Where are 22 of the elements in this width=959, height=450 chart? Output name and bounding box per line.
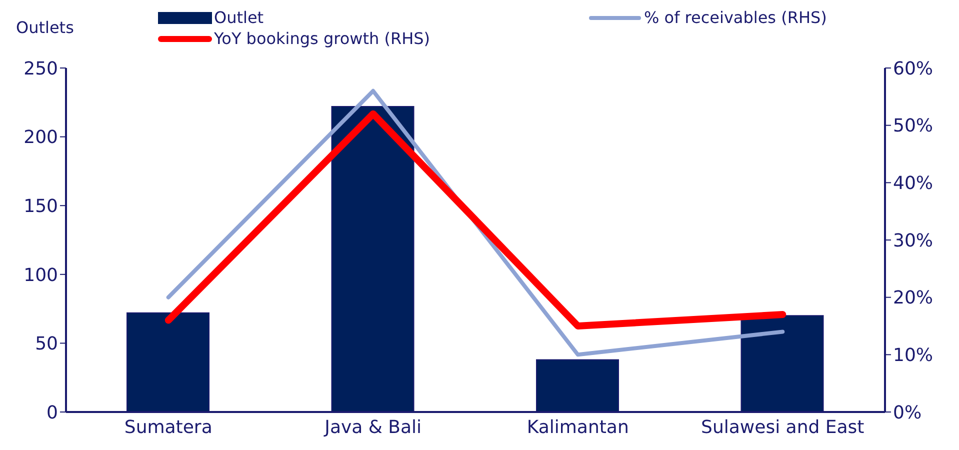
y2-tick-label: 50% bbox=[893, 116, 934, 137]
y-tick-label: 100 bbox=[24, 264, 58, 286]
y-tick-label: 150 bbox=[24, 196, 58, 217]
line-series bbox=[166, 88, 785, 357]
x-tick-label: Java & Bali bbox=[324, 416, 422, 438]
y2-tick-label: 10% bbox=[893, 345, 934, 366]
y2-tick-label: 20% bbox=[893, 288, 934, 309]
y-tick-label: 200 bbox=[24, 127, 58, 148]
legend-label: Outlet bbox=[214, 8, 264, 27]
y-tick-label: 50 bbox=[35, 334, 58, 355]
x-tick-label: Kalimantan bbox=[526, 416, 629, 438]
y-axis-title: Outlets bbox=[16, 18, 74, 37]
y2-tick-label: 60% bbox=[893, 58, 934, 80]
y-tick-label: 250 bbox=[24, 58, 58, 80]
x-tick-label: Sumatera bbox=[124, 416, 212, 438]
legend-label: YoY bookings growth (RHS) bbox=[214, 29, 430, 48]
y2-tick-label: 30% bbox=[893, 230, 934, 252]
y2-tick-label: 0% bbox=[893, 402, 922, 424]
legend-label: % of receivables (RHS) bbox=[644, 8, 827, 27]
y-tick-label: 0 bbox=[46, 402, 58, 424]
y2-tick-label: 40% bbox=[893, 173, 934, 194]
x-tick-label: Sulawesi and East bbox=[701, 416, 864, 438]
